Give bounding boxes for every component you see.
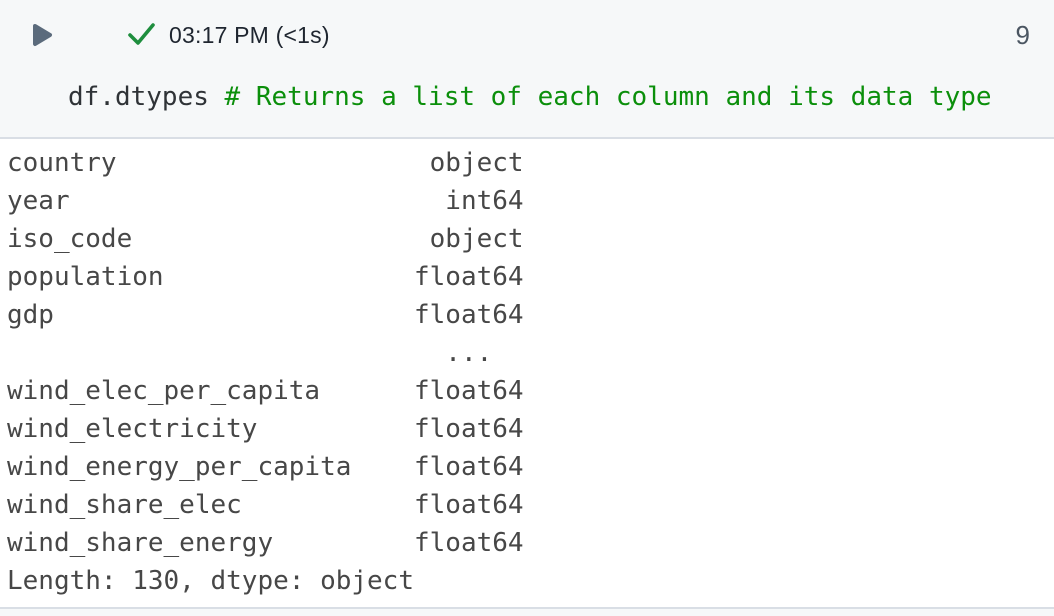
code-comment: # Returns a list of each column and its … (224, 82, 992, 112)
cell-input-area[interactable]: 03:17 PM (<1s) 9 df.dtypes # Returns a l… (0, 0, 1054, 137)
code-editor-line[interactable]: df.dtypes # Returns a list of each colum… (0, 82, 1054, 112)
cell-gutter-strip (0, 609, 1054, 616)
execution-timestamp: 03:17 PM (<1s) (169, 21, 330, 48)
play-icon (31, 23, 53, 47)
cell-toolbar: 03:17 PM (<1s) 9 (0, 0, 1054, 60)
run-cell-button[interactable] (30, 23, 54, 47)
input-output-divider (0, 137, 1054, 139)
code-text: df.dtypes (68, 82, 225, 112)
output-text: country object year int64 iso_code objec… (7, 148, 524, 596)
cell-output-area: country object year int64 iso_code objec… (0, 139, 1054, 607)
execution-count: 9 (1015, 19, 1030, 50)
cell-bottom-divider (0, 607, 1054, 609)
success-check-icon (126, 21, 156, 49)
